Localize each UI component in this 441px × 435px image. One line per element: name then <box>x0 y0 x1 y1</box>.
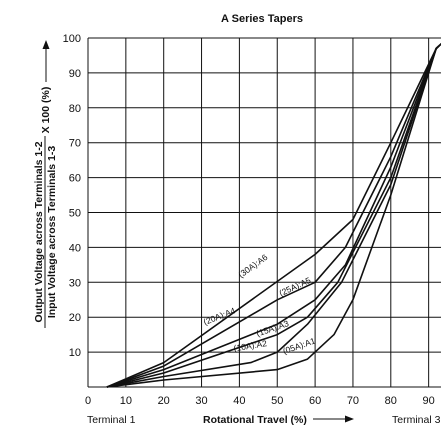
y-tick-label: 10 <box>69 347 81 359</box>
y-tick-label: 60 <box>69 173 81 185</box>
x-tick-label: 60 <box>309 395 321 407</box>
y-axis-title-numerator: Output Voltage across Terminals 1-2 <box>33 141 45 322</box>
taper-curve-6 <box>106 42 441 388</box>
x-tick-label: 70 <box>347 395 359 407</box>
taper-curves <box>106 42 441 388</box>
y-tick-label: 50 <box>69 208 81 220</box>
y-tick-labels: 10 20 30 40 50 60 70 80 90 100 <box>63 33 81 359</box>
y-axis-title: Output Voltage across Terminals 1-2 Inpu… <box>33 40 58 328</box>
x-axis-arrow-head-icon <box>345 415 354 423</box>
x-tick-label: 0 <box>85 395 91 407</box>
y-axis-arrow-head-icon <box>42 40 50 49</box>
y-tick-label: 70 <box>69 138 81 150</box>
y-tick-label: 80 <box>69 103 81 115</box>
x-axis-title: Rotational Travel (%) <box>203 414 307 426</box>
curve-labels: (05A):A1(10A):A2(15A):A3(20A):A4(25A):A5… <box>202 252 317 356</box>
y-tick-label: 40 <box>69 242 81 254</box>
x-tick-label: 20 <box>158 395 170 407</box>
taper-curve-5 <box>106 42 441 388</box>
y-axis-title-denominator: Input Voltage across Terminals 1-3 <box>46 146 58 318</box>
y-tick-label: 20 <box>69 312 81 324</box>
curve-label-6: (30A):A6 <box>236 252 269 280</box>
x-tick-label: 40 <box>233 395 245 407</box>
curve-label-4: (20A):A4 <box>202 305 237 327</box>
y-tick-label: 90 <box>69 68 81 80</box>
curve-label-1: (05A):A1 <box>281 335 316 356</box>
y-tick-label: 100 <box>63 33 81 45</box>
x-tick-label: 80 <box>385 395 397 407</box>
y-tick-label: 30 <box>69 277 81 289</box>
x-tick-label: 10 <box>120 395 132 407</box>
x-tick-label: 90 <box>423 395 435 407</box>
terminal-3-label: Terminal 3 <box>392 414 441 426</box>
chart-title: A Series Tapers <box>221 13 303 25</box>
taper-curve-1 <box>106 42 441 388</box>
x-tick-label: 50 <box>271 395 283 407</box>
x-tick-label: 30 <box>195 395 207 407</box>
terminal-1-label: Terminal 1 <box>87 414 136 426</box>
y-axis-title-suffix: X 100 (%) <box>40 87 52 134</box>
